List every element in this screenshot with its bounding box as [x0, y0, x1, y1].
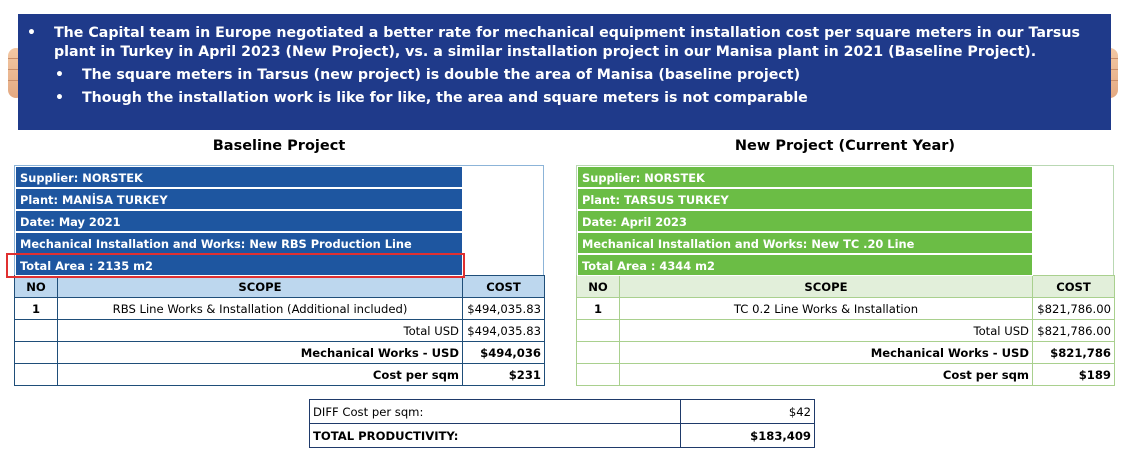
bullet-icon: •	[55, 90, 64, 106]
mech-value: $821,786	[1032, 341, 1115, 364]
col-scope: SCOPE	[619, 275, 1033, 298]
total-value: $821,786.00	[1032, 319, 1115, 342]
col-no: NO	[14, 275, 58, 298]
supplier-cell: Supplier: NORSTEK	[577, 166, 1033, 188]
mech-row: Mechanical Works - USD $494,036	[14, 341, 545, 364]
plant-cell: Plant: TARSUS TURKEY	[577, 188, 1033, 210]
banner-sub-text: The square meters in Tarsus (new project…	[82, 67, 801, 83]
table-row: 1 TC 0.2 Line Works & Installation $821,…	[576, 297, 1115, 320]
new-project-cost-grid: NO SCOPE COST 1 TC 0.2 Line Works & Inst…	[576, 275, 1115, 386]
total-row: Total USD $821,786.00	[576, 319, 1115, 342]
row-scope: RBS Line Works & Installation (Additiona…	[57, 297, 463, 320]
sqm-row: Cost per sqm $231	[14, 363, 545, 386]
row-no: 1	[14, 297, 58, 320]
baseline-title: Baseline Project	[212, 138, 346, 154]
col-cost: COST	[1032, 275, 1115, 298]
row-cost: $821,786.00	[1032, 297, 1115, 320]
summary-banner: • The Capital team in Europe negotiated …	[18, 14, 1111, 130]
sqm-value: $189	[1032, 363, 1115, 386]
total-value: $494,035.83	[462, 319, 545, 342]
mech-row: Mechanical Works - USD $821,786	[576, 341, 1115, 364]
works-cell: Mechanical Installation and Works: New R…	[15, 232, 463, 254]
banner-main-text: The Capital team in Europe negotiated a …	[54, 25, 1080, 60]
banner-sub-text: Though the installation work is like for…	[82, 90, 808, 106]
new-project-table: Supplier: NORSTEK Plant: TARSUS TURKEY D…	[576, 165, 1115, 386]
diff-value: $42	[680, 399, 815, 424]
date-cell: Date: April 2023	[577, 210, 1033, 232]
banner-bullet: • The Capital team in Europe negotiated …	[27, 24, 1097, 62]
row-scope: TC 0.2 Line Works & Installation	[619, 297, 1033, 320]
diff-label: DIFF Cost per sqm:	[309, 399, 681, 424]
bullet-icon: •	[27, 25, 36, 41]
sqm-row: Cost per sqm $189	[576, 363, 1115, 386]
banner-sub-bullet: • Though the installation work is like f…	[55, 89, 1097, 108]
col-scope: SCOPE	[57, 275, 463, 298]
plant-cell: Plant: MANİSA TURKEY	[15, 188, 463, 210]
works-cell: Mechanical Installation and Works: New T…	[577, 232, 1033, 254]
col-no: NO	[576, 275, 620, 298]
table-row: 1 RBS Line Works & Installation (Additio…	[14, 297, 545, 320]
area-cell: Total Area : 4344 m2	[577, 254, 1033, 276]
diff-row: DIFF Cost per sqm: $42	[309, 399, 815, 424]
date-cell: Date: May 2021	[15, 210, 463, 232]
productivity-value: $183,409	[680, 423, 815, 448]
table-header-row: NO SCOPE COST	[576, 275, 1115, 298]
baseline-cost-grid: NO SCOPE COST 1 RBS Line Works & Install…	[14, 275, 545, 386]
banner-sub-bullet: • The square meters in Tarsus (new proje…	[55, 66, 1097, 85]
sqm-label: Cost per sqm	[57, 363, 463, 386]
supplier-cell: Supplier: NORSTEK	[15, 166, 463, 188]
productivity-label: TOTAL PRODUCTIVITY:	[309, 423, 681, 448]
total-row: Total USD $494,035.83	[14, 319, 545, 342]
row-cost: $494,035.83	[462, 297, 545, 320]
total-label: Total USD	[619, 319, 1033, 342]
new-project-info-block: Supplier: NORSTEK Plant: TARSUS TURKEY D…	[576, 165, 1114, 276]
mech-label: Mechanical Works - USD	[619, 341, 1033, 364]
total-label: Total USD	[57, 319, 463, 342]
mech-label: Mechanical Works - USD	[57, 341, 463, 364]
new-project-title: New Project (Current Year)	[734, 138, 956, 154]
area-highlight-box	[6, 253, 465, 278]
mech-value: $494,036	[462, 341, 545, 364]
table-header-row: NO SCOPE COST	[14, 275, 545, 298]
row-no: 1	[576, 297, 620, 320]
bullet-icon: •	[55, 67, 64, 83]
sqm-label: Cost per sqm	[619, 363, 1033, 386]
productivity-row: TOTAL PRODUCTIVITY: $183,409	[309, 423, 815, 448]
sqm-value: $231	[462, 363, 545, 386]
col-cost: COST	[462, 275, 545, 298]
summary-table: DIFF Cost per sqm: $42 TOTAL PRODUCTIVIT…	[309, 399, 815, 448]
